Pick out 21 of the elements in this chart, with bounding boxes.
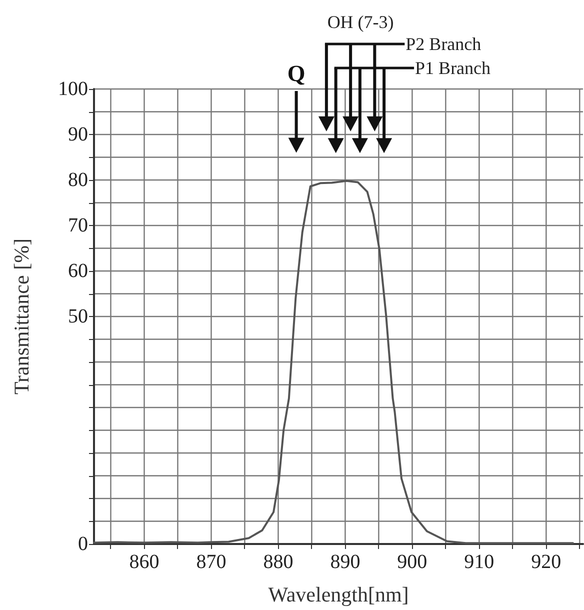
text: Q [287,61,306,86]
x-tick-label: 870 [196,551,226,573]
y-tick-label: 50 [68,306,88,328]
y-tick-label: 100 [58,78,88,100]
line-series [93,180,574,544]
text: P1 Branch [415,58,491,78]
y-tick-label: 70 [68,214,88,236]
y-tick-label: 0 [78,533,88,555]
x-tick-label: 920 [531,551,562,573]
text: OH (7-3) [327,12,394,32]
y-tick-label: 60 [68,260,88,282]
y-tick-label: 90 [68,124,88,146]
x-tick-label: 860 [129,551,160,573]
y-axis-title: Transmittance [%] [10,238,34,395]
x-axis-title: Wavelength[nm] [268,582,409,606]
x-tick-label: 890 [330,551,360,573]
text: P2 Branch [406,34,482,54]
x-tick-label: 880 [263,551,294,573]
x-tick-label: 900 [397,551,428,573]
x-tick-label: 910 [464,551,494,573]
y-tick-label: 80 [68,169,88,191]
